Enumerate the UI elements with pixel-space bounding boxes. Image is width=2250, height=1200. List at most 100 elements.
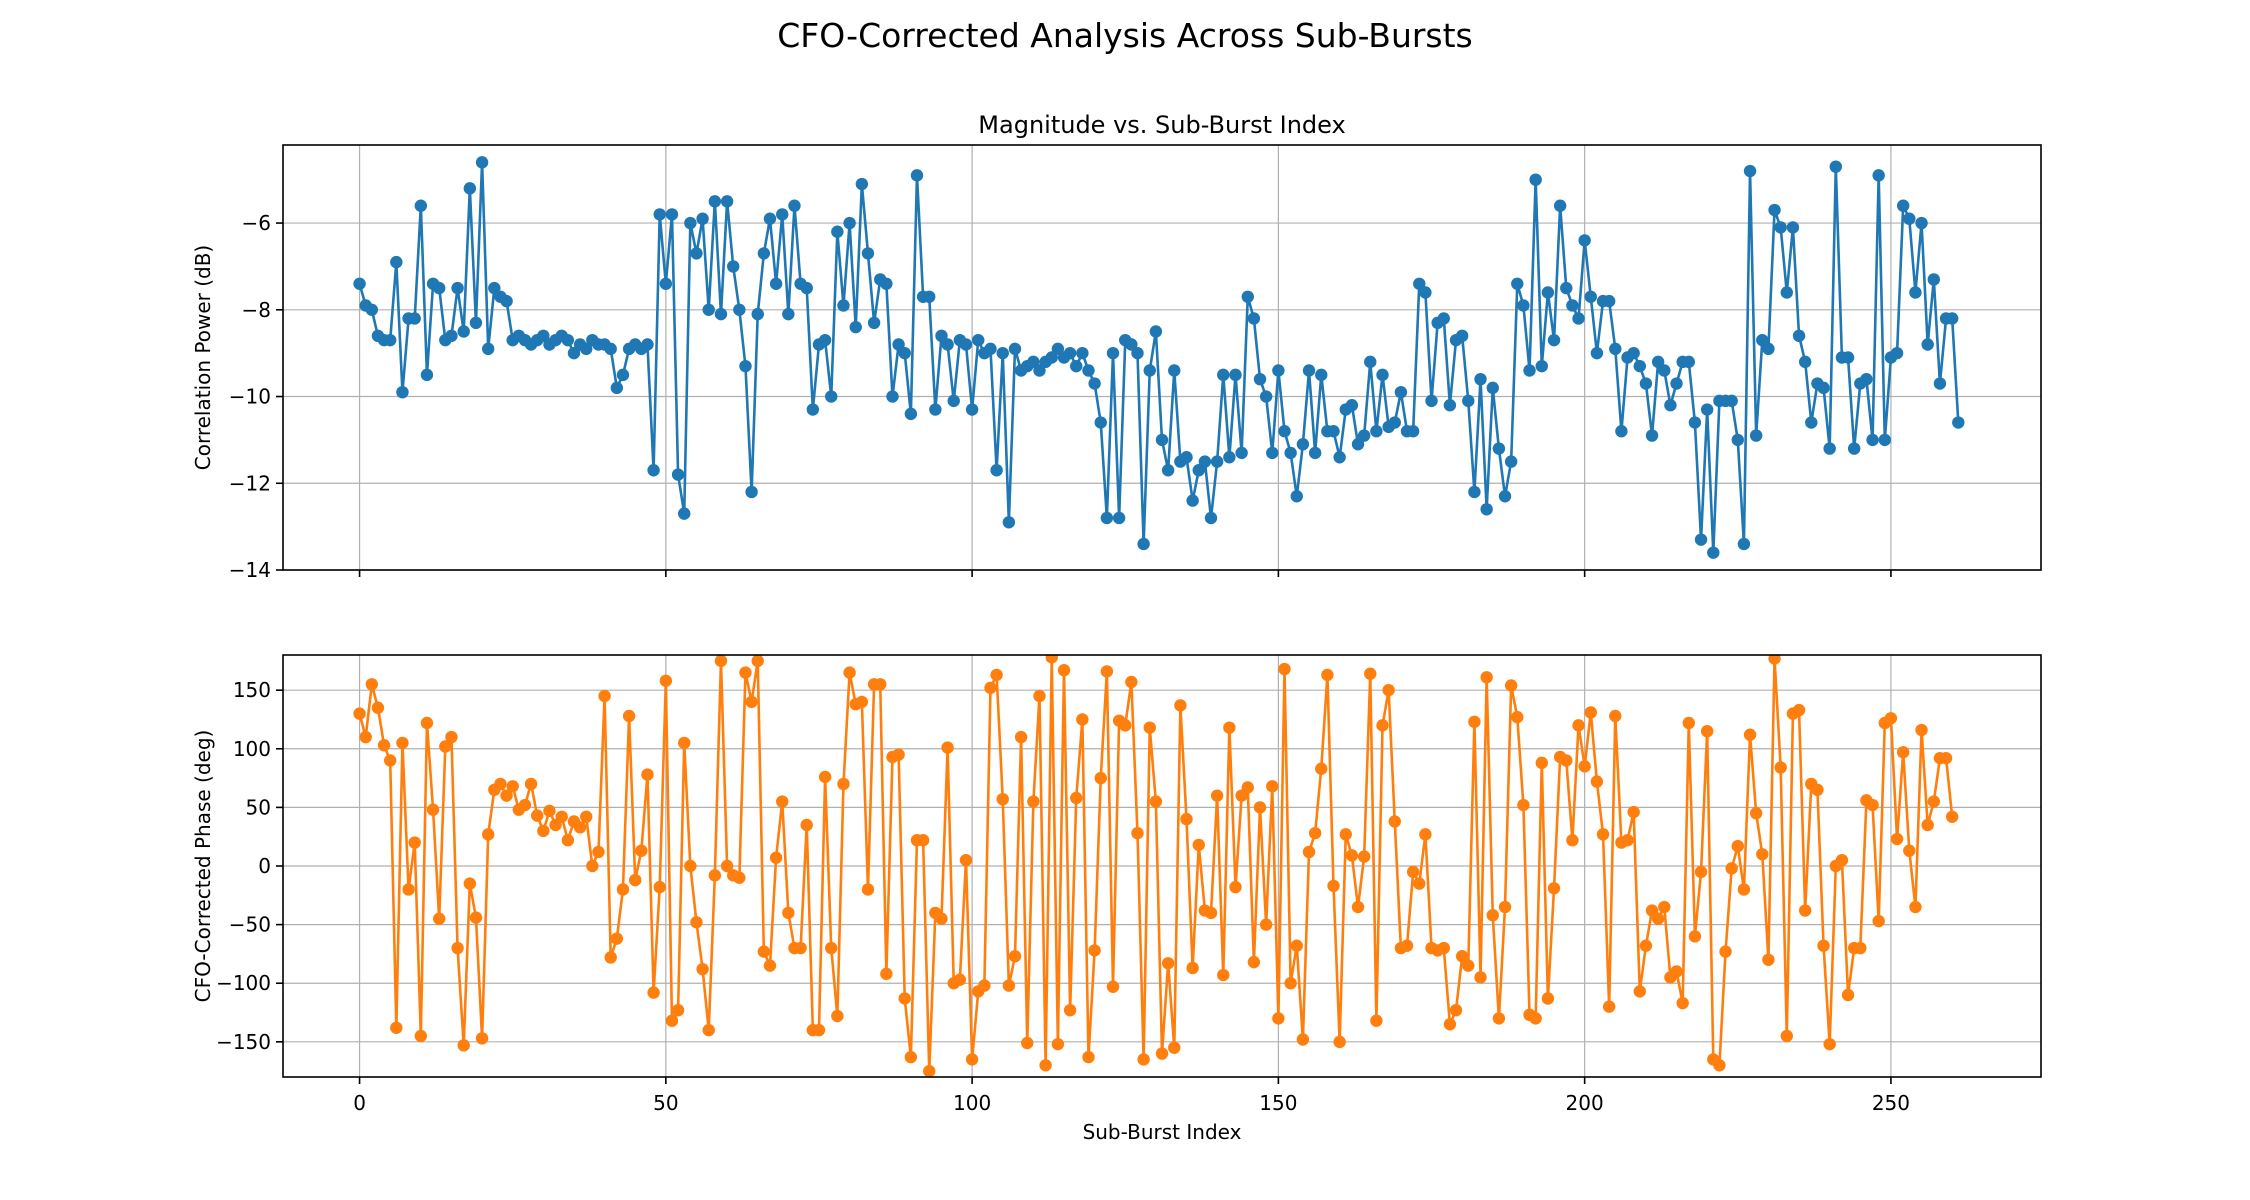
magnitude-data-point	[1394, 385, 1408, 399]
magnitude-data-point	[1370, 425, 1383, 438]
magnitude-data-point	[690, 247, 703, 260]
phase-data-point	[1700, 724, 1714, 738]
magnitude-data-point	[1762, 342, 1775, 356]
phase-data-point	[1406, 865, 1420, 879]
phase-data-point	[1609, 709, 1622, 723]
magnitude-data-point	[941, 338, 954, 351]
magnitude-data-point	[1131, 346, 1144, 360]
phase-data-point	[414, 1029, 428, 1043]
magnitude-data-point	[1063, 346, 1077, 360]
magnitude-data-point	[1161, 464, 1175, 477]
phase-data-point	[959, 853, 973, 867]
phase-data-point	[708, 869, 722, 882]
phase-data-point	[531, 809, 544, 822]
magnitude-data-point	[720, 195, 734, 208]
phase-data-point	[1566, 834, 1579, 847]
phase-data-point	[1076, 713, 1089, 726]
magnitude-data-point	[818, 333, 832, 347]
magnitude-y-axis-label: Correlation Power (dB)	[191, 245, 215, 471]
magnitude-data-point	[1903, 212, 1916, 225]
magnitude-data-point	[1780, 286, 1793, 299]
magnitude-data-point	[1627, 346, 1640, 360]
magnitude-data-point	[457, 325, 470, 338]
phase-data-point	[1088, 944, 1101, 957]
magnitude-data-point	[1437, 312, 1450, 325]
phase-data-point	[1339, 828, 1352, 841]
phase-data-point	[506, 780, 519, 793]
phase-y-tick-label: −100	[216, 971, 271, 995]
phase-data-point	[769, 851, 783, 864]
phase-data-point	[390, 1021, 403, 1034]
magnitude-data-point	[1529, 173, 1542, 186]
magnitude-data-point	[1002, 516, 1016, 529]
phase-data-point	[641, 768, 654, 781]
magnitude-data-point	[935, 329, 948, 343]
phase-data-point	[524, 777, 538, 791]
phase-data-point	[353, 707, 366, 720]
phase-data-point	[1045, 655, 1058, 664]
phase-data-point	[1462, 959, 1475, 972]
magnitude-data-point	[892, 338, 905, 351]
phase-x-tick-label: 250	[1872, 1091, 1910, 1115]
magnitude-panel-title: Magnitude vs. Sub-Burst Index	[978, 111, 1345, 139]
magnitude-data-point	[1217, 368, 1230, 382]
phase-data-point	[1094, 771, 1107, 785]
phase-data-point	[494, 777, 507, 791]
magnitude-data-point	[1241, 290, 1254, 303]
phase-data-point	[1713, 1059, 1726, 1072]
magnitude-data-point	[500, 294, 513, 308]
phase-data-point	[1817, 939, 1830, 952]
magnitude-data-point	[1290, 490, 1303, 503]
magnitude-data-point	[1296, 438, 1310, 451]
phase-data-point	[818, 770, 832, 784]
magnitude-data-point	[1149, 325, 1163, 338]
magnitude-data-point	[763, 212, 777, 225]
magnitude-data-point	[1786, 221, 1800, 234]
phase-data-point	[855, 695, 869, 709]
magnitude-data-point	[904, 407, 918, 421]
magnitude-data-point	[1743, 164, 1757, 178]
magnitude-data-point	[1872, 169, 1885, 182]
phase-data-point	[671, 1003, 685, 1017]
magnitude-data-point	[1817, 381, 1830, 395]
phase-y-tick-label: 100	[233, 737, 271, 761]
magnitude-data-point	[1364, 355, 1377, 369]
magnitude-data-point	[1204, 511, 1218, 525]
magnitude-data-point	[445, 329, 458, 343]
phase-data-point	[1308, 826, 1322, 840]
phase-data-point	[1682, 716, 1695, 730]
phase-data-point	[1284, 977, 1297, 990]
magnitude-data-point	[1841, 351, 1855, 364]
phase-x-tick-label: 200	[1566, 1091, 1604, 1115]
magnitude-data-point	[1774, 221, 1787, 234]
phase-data-point	[825, 941, 838, 955]
magnitude-data-point	[1688, 416, 1702, 429]
phase-data-point	[1584, 706, 1597, 719]
phase-y-tick-label: −150	[216, 1030, 271, 1054]
phase-data-point	[1131, 826, 1144, 840]
magnitude-data-point	[1112, 511, 1126, 525]
magnitude-data-point	[1192, 464, 1205, 477]
phase-data-point	[684, 859, 697, 873]
magnitude-data-point	[684, 216, 697, 230]
magnitude-data-point	[959, 338, 973, 351]
magnitude-data-point	[420, 368, 434, 382]
phase-data-point	[1511, 710, 1524, 724]
magnitude-data-point	[537, 329, 550, 343]
magnitude-data-point	[610, 381, 624, 395]
phase-data-point	[1137, 1053, 1150, 1066]
phase-data-point	[1039, 1059, 1052, 1072]
phase-data-point	[990, 668, 1003, 682]
phase-data-point	[426, 803, 440, 816]
phase-data-point	[696, 962, 709, 976]
magnitude-data-point	[1547, 333, 1561, 347]
phase-data-point	[1866, 798, 1879, 812]
phase-data-point	[1149, 795, 1163, 808]
magnitude-data-point	[1210, 455, 1224, 468]
magnitude-data-point	[861, 247, 875, 260]
phase-data-point	[1468, 715, 1481, 729]
phase-data-point	[1364, 667, 1377, 680]
phase-data-point	[1903, 844, 1916, 857]
magnitude-data-point	[1798, 355, 1812, 369]
magnitude-data-point	[1602, 294, 1616, 308]
